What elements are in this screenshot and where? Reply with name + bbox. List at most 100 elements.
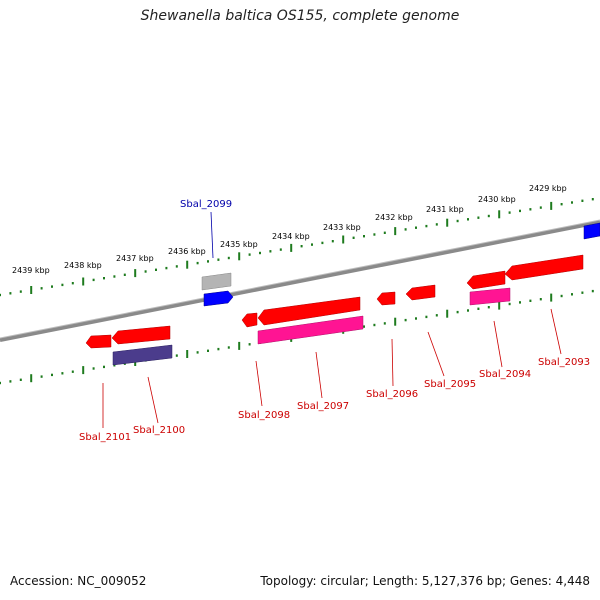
gene-block-gray[interactable] [201,272,232,291]
gene-arrow-sbal-2094[interactable] [466,270,506,290]
leader-line [493,320,503,368]
leader-line [210,211,214,259]
minor-tick [207,260,209,263]
major-tick [238,341,241,350]
minor-tick [71,282,74,285]
minor-tick [415,317,417,320]
gene-label[interactable]: Sbal_2096 [366,389,418,400]
major-tick [446,218,449,227]
minor-tick [92,278,95,282]
gene-arrow-blue-edge[interactable] [583,222,600,240]
minor-tick [227,256,230,260]
gene-block-pink-2[interactable] [469,287,511,306]
minor-tick [539,206,542,209]
minor-tick [487,214,490,218]
minor-tick [519,301,521,304]
minor-tick [571,201,573,204]
gene-labels: Sbal_2099 Sbal_2101 Sbal_2100 Sbal_2098 … [79,199,590,443]
minor-tick [175,265,178,268]
minor-tick [165,266,168,270]
gene-block-pink[interactable] [257,315,364,345]
kbp-label: 2436 kbp [168,247,206,256]
minor-tick [300,245,303,248]
minor-tick [331,240,334,243]
minor-tick [435,314,438,317]
kbp-label: 2435 kbp [220,240,258,249]
minor-tick [217,258,220,261]
gene-label[interactable]: Sbal_2101 [79,432,131,443]
minor-tick [61,372,64,375]
minor-tick [175,354,178,357]
gene-arrow-sbal-2096[interactable] [376,291,396,306]
minor-tick [487,306,490,309]
minor-tick [113,364,116,367]
minor-tick [363,235,365,238]
kbp-label: 2438 kbp [64,261,102,270]
gene-arrow-sbal-2099[interactable] [203,290,234,307]
genome-backbone [0,220,600,342]
minor-tick [404,228,407,231]
leader-line [255,360,263,407]
minor-tick [383,231,386,234]
map-title: Shewanella baltica OS155, complete genom… [140,8,460,24]
minor-tick [477,307,480,310]
kbp-label: 2433 kbp [323,223,361,232]
minor-tick [269,250,272,253]
minor-tick [40,287,43,290]
minor-tick [259,251,261,255]
gene-block-purple[interactable] [112,344,173,366]
minor-tick [383,322,386,325]
minor-tick [571,293,573,296]
major-tick [186,260,189,269]
minor-tick [404,318,407,322]
genome-backbone-highlight [0,219,600,339]
kbp-label: 2429 kbp [529,184,567,193]
major-tick [134,269,137,278]
minor-tick [529,208,532,211]
minor-tick [508,302,511,306]
gene-label[interactable]: Sbal_2093 [538,357,590,368]
major-tick [498,210,501,219]
minor-tick [467,309,469,312]
kbp-labels: 2439 kbp 2438 kbp 2437 kbp 2436 kbp 2435… [12,184,567,275]
minor-tick [560,294,563,298]
minor-tick [103,365,105,369]
minor-tick [508,211,511,214]
outer-tick-ring [0,198,594,297]
major-tick [82,366,85,375]
gene-arrow-sbal-2100[interactable] [111,325,171,345]
gene-arrow-sbal-2098[interactable] [241,312,258,328]
gene-arrow-sbal-2093[interactable] [504,254,584,281]
gene-label[interactable]: Sbal_2098 [238,410,290,421]
minor-tick [279,248,282,251]
minor-tick [467,218,469,221]
minor-tick [155,268,157,271]
gene-label[interactable]: Sbal_2097 [297,401,349,412]
kbp-label: 2437 kbp [116,254,154,263]
major-tick [82,277,85,286]
gene-label[interactable]: Sbal_2095 [424,379,476,390]
minor-tick [0,381,1,385]
gene-label[interactable]: Sbal_2094 [479,369,531,380]
leader-line [427,331,445,377]
major-tick [238,252,241,261]
minor-tick [321,241,324,245]
label-leaders [102,211,562,428]
minor-tick [373,233,376,236]
major-tick [342,235,345,244]
gene-label[interactable]: Sbal_2100 [133,425,185,436]
kbp-label: 2431 kbp [426,205,464,214]
minor-tick [248,253,251,256]
minor-tick [435,223,438,226]
minor-tick [248,343,251,346]
gene-arrow-sbal-2097-red[interactable] [257,296,361,326]
major-tick [550,293,553,302]
minor-tick [581,291,584,294]
gene-label[interactable]: Sbal_2099 [180,199,232,210]
minor-tick [9,380,12,383]
gene-arrow-sbal-2101[interactable] [85,334,112,349]
gene-arrow-sbal-2095[interactable] [405,284,436,301]
minor-tick [591,198,594,201]
